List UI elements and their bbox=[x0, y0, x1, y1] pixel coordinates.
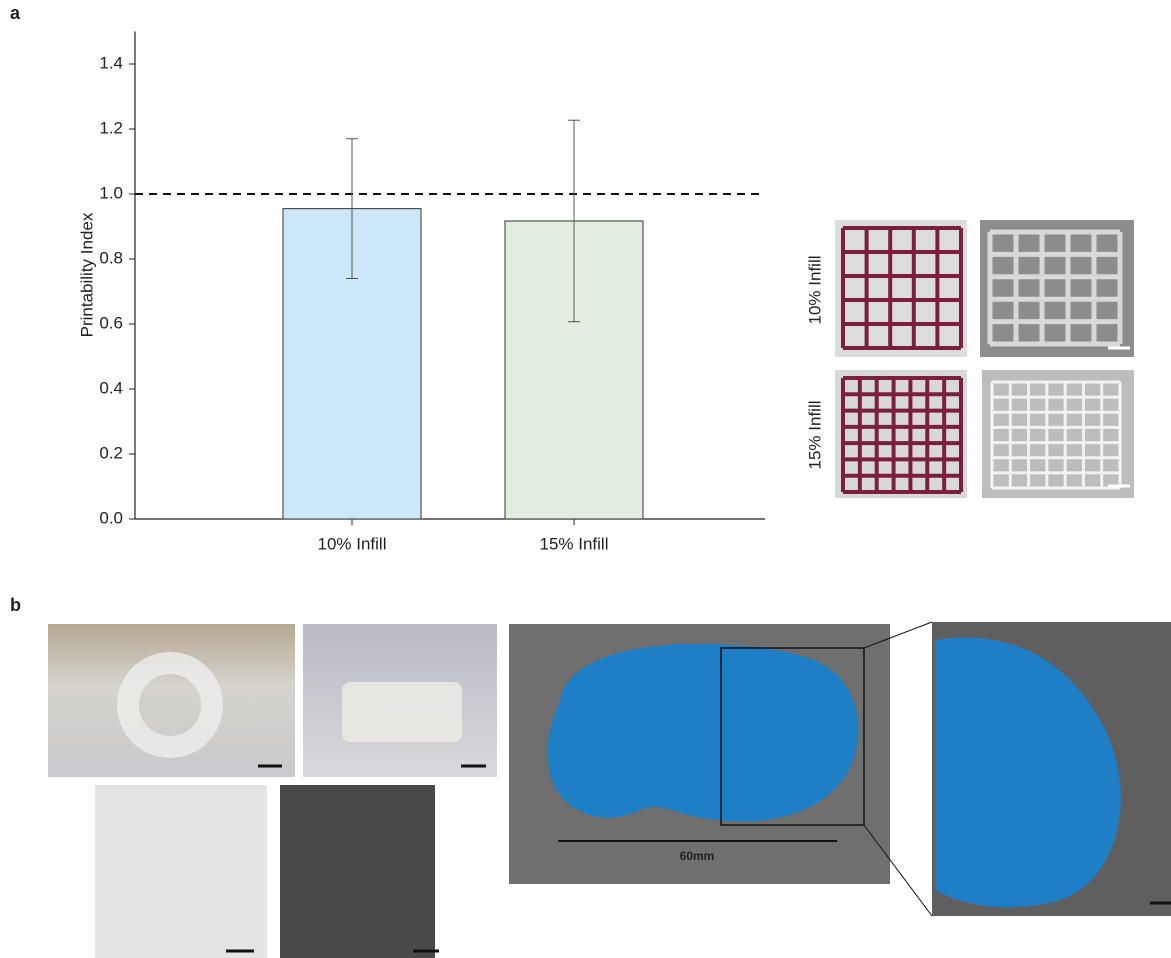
photo bbox=[980, 220, 1134, 357]
y-tick-label: 1.0 bbox=[99, 183, 123, 202]
zoom-line bbox=[863, 621, 933, 649]
row-label: 15% Infill bbox=[805, 401, 824, 470]
scale-bars bbox=[226, 764, 1171, 953]
photos-b: 60mm bbox=[48, 621, 1171, 958]
row-label: 10% Infill bbox=[805, 256, 824, 325]
photo-object bbox=[117, 652, 223, 758]
x-tick-label: 10% Infill bbox=[318, 534, 387, 553]
plot: 0.0 0.2 0.4 0.6 0.8 1.0 1.2 1.4 10% Infill 15% In… bbox=[99, 31, 765, 553]
zoom-line bbox=[863, 824, 933, 917]
panel-label: b bbox=[10, 595, 21, 615]
y-tick-label: 1.4 bbox=[99, 53, 123, 72]
y-tick-label: 0.0 bbox=[99, 508, 123, 527]
y-axis-label: Printability Index bbox=[77, 212, 96, 337]
photo-object bbox=[935, 637, 1121, 908]
photo-object bbox=[547, 643, 859, 822]
panel-label: a bbox=[10, 3, 21, 23]
photo-object bbox=[342, 682, 462, 742]
photo bbox=[982, 370, 1134, 498]
scale-label: 60mm bbox=[680, 849, 715, 863]
y-tick-label: 0.6 bbox=[99, 313, 123, 332]
y-tick-label: 0.4 bbox=[99, 378, 123, 397]
zoom-box bbox=[720, 647, 865, 826]
photo bbox=[835, 220, 967, 357]
x-tick-label: 15% Infill bbox=[540, 534, 609, 553]
photo bbox=[280, 785, 435, 958]
photo bbox=[835, 370, 967, 498]
photo bbox=[95, 785, 267, 958]
y-tick-label: 1.2 bbox=[99, 118, 123, 137]
y-tick-label: 0.8 bbox=[99, 248, 123, 267]
y-tick-label: 0.2 bbox=[99, 443, 123, 462]
